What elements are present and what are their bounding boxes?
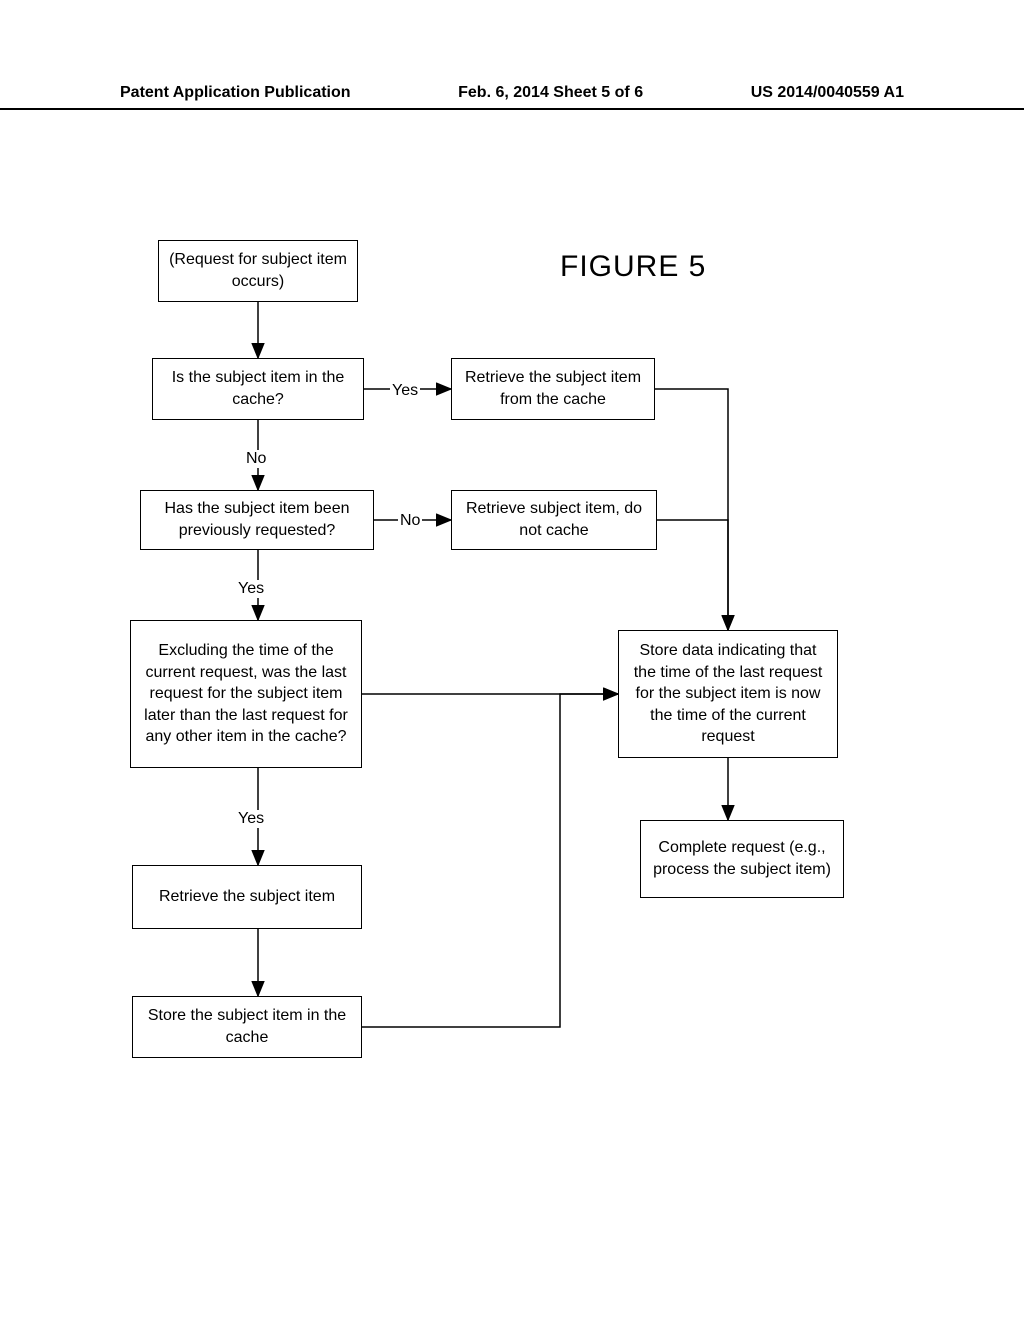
edge-n5-n7 <box>657 520 728 630</box>
header-row: Patent Application Publication Feb. 6, 2… <box>0 84 1024 102</box>
figure-title: FIGURE 5 <box>560 250 706 284</box>
flowchart-node-n9: Complete request (e.g., process the subj… <box>640 820 844 898</box>
edge-label-n2-n3: Yes <box>390 382 420 400</box>
flowchart-node-n1: (Request for subject item occurs) <box>158 240 358 302</box>
page-header: Patent Application Publication Feb. 6, 2… <box>0 84 1024 110</box>
header-right: US 2014/0040559 A1 <box>751 84 904 102</box>
edge-label-n2-n4: No <box>244 450 268 468</box>
flowchart-node-n5: Retrieve subject item, do not cache <box>451 490 657 550</box>
patent-page: Patent Application Publication Feb. 6, 2… <box>0 0 1024 1320</box>
edge-label-n4-n6: Yes <box>236 580 266 598</box>
flowchart-node-n3: Retrieve the subject item from the cache <box>451 358 655 420</box>
edge-n10-n7 <box>362 694 618 1027</box>
flowchart-node-n7: Store data indicating that the time of t… <box>618 630 838 758</box>
flowchart-node-n2: Is the subject item in the cache? <box>152 358 364 420</box>
flowchart-node-n4: Has the subject item been previously req… <box>140 490 374 550</box>
header-left: Patent Application Publication <box>120 84 351 102</box>
edge-label-n4-n5: No <box>398 512 422 530</box>
edge-n3-n7 <box>655 389 728 630</box>
flowchart-node-n6: Excluding the time of the current reques… <box>130 620 362 768</box>
flowchart-node-n10: Store the subject item in the cache <box>132 996 362 1058</box>
edge-label-n6-n8: Yes <box>236 810 266 828</box>
flowchart-node-n8: Retrieve the subject item <box>132 865 362 929</box>
header-center: Feb. 6, 2014 Sheet 5 of 6 <box>458 84 643 102</box>
